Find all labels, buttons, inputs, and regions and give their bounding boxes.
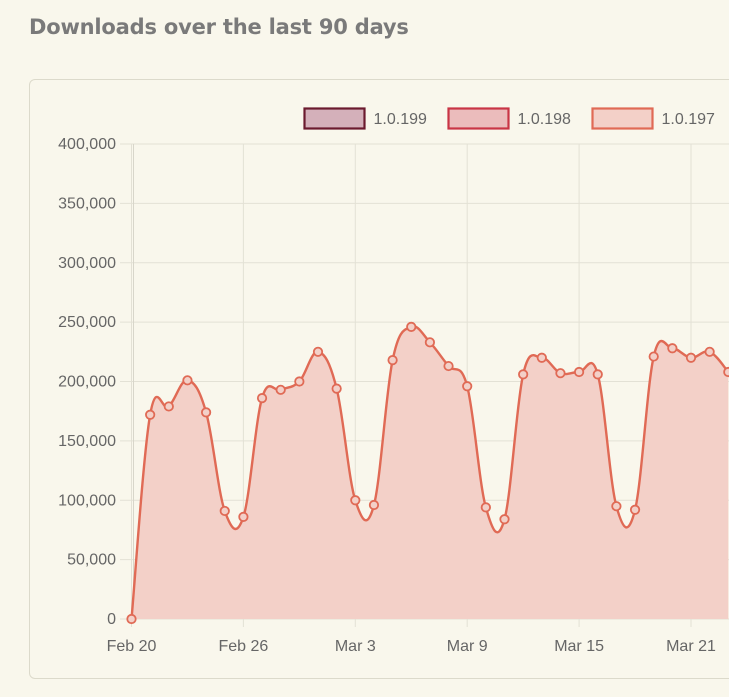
data-point[interactable] — [312, 346, 324, 357]
data-point[interactable] — [443, 360, 454, 372]
data-point[interactable] — [704, 346, 715, 357]
y-axis-ticks: 0 50,000 100,000 150,000 200,000 250,000 300,0… — [58, 136, 116, 628]
x-tick-label: Mar 9 — [447, 638, 488, 655]
series-1-0-197 — [126, 321, 729, 625]
page-heading: Downloads over the last 90 days — [29, 15, 409, 39]
data-point[interactable] — [350, 495, 361, 506]
legend-label: 1.0.199 — [374, 111, 427, 128]
data-point[interactable] — [126, 613, 137, 625]
data-point[interactable] — [648, 351, 659, 362]
series-layer — [126, 321, 729, 625]
data-point[interactable] — [611, 501, 622, 512]
legend-swatch — [447, 107, 510, 130]
x-tick-label: Mar 3 — [335, 638, 376, 655]
data-point[interactable] — [238, 511, 249, 522]
data-point[interactable] — [387, 355, 398, 366]
y-tick-label: 150,000 — [58, 433, 116, 450]
y-tick-label: 400,000 — [58, 136, 116, 153]
data-point[interactable] — [424, 337, 435, 348]
data-point[interactable] — [275, 384, 286, 395]
y-tick-label: 0 — [107, 611, 116, 628]
data-point[interactable] — [555, 368, 566, 379]
x-tick-label: Mar 21 — [666, 638, 716, 655]
legend-item-1-0-197[interactable]: 1.0.197 — [591, 107, 715, 130]
data-point[interactable] — [518, 369, 529, 380]
data-point[interactable] — [163, 401, 174, 412]
y-tick-label: 350,000 — [58, 195, 116, 212]
data-point[interactable] — [462, 381, 473, 392]
legend[interactable]: 1.0.199 1.0.198 1.0.197 — [303, 107, 715, 130]
legend-swatch — [303, 107, 366, 130]
legend-label: 1.0.197 — [662, 111, 715, 128]
y-tick-label: 50,000 — [67, 552, 116, 569]
data-point[interactable] — [723, 366, 729, 378]
data-point[interactable] — [573, 366, 585, 378]
x-axis-ticks: Feb 20 Feb 26 Mar 3 Mar 9 Mar 15 Mar 21 — [107, 638, 716, 655]
series-line — [130, 325, 729, 620]
data-point[interactable] — [256, 393, 268, 404]
data-point[interactable] — [592, 369, 603, 380]
data-point[interactable] — [536, 352, 547, 363]
data-point[interactable] — [219, 505, 230, 517]
data-point[interactable] — [368, 499, 380, 511]
x-tick-label: Mar 15 — [554, 638, 604, 655]
data-point[interactable] — [182, 375, 193, 386]
data-point[interactable] — [667, 343, 678, 354]
legend-item-1-0-198[interactable]: 1.0.198 — [447, 107, 571, 130]
series-area — [131, 326, 729, 619]
downloads-chart: 0 50,000 100,000 150,000 200,000 250,000 300,0… — [58, 107, 729, 655]
data-point[interactable] — [629, 504, 641, 515]
data-point[interactable] — [201, 407, 212, 418]
data-point[interactable] — [499, 514, 510, 525]
data-point[interactable] — [294, 376, 305, 387]
data-point[interactable] — [331, 383, 342, 394]
x-tick-label: Feb 20 — [107, 638, 157, 655]
y-tick-label: 250,000 — [58, 314, 116, 331]
data-point[interactable] — [145, 409, 156, 420]
x-tick-label: Feb 26 — [218, 638, 268, 655]
y-tick-label: 200,000 — [58, 374, 116, 391]
y-tick-label: 300,000 — [58, 255, 116, 272]
y-tick-label: 100,000 — [58, 492, 116, 509]
data-point[interactable] — [480, 502, 491, 513]
data-point[interactable] — [406, 321, 417, 332]
chart-card: 0 50,000 100,000 150,000 200,000 250,000 300,0… — [29, 79, 729, 679]
data-point[interactable] — [685, 352, 697, 363]
legend-item-1-0-199[interactable]: 1.0.199 — [303, 107, 427, 130]
legend-swatch — [591, 107, 654, 130]
legend-label: 1.0.198 — [518, 111, 571, 128]
